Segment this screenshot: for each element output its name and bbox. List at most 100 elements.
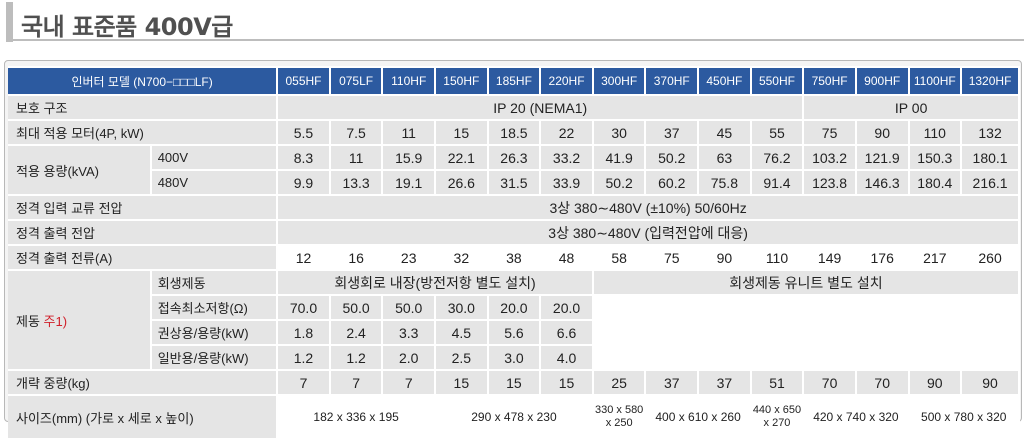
weight-value: 7 <box>383 371 437 396</box>
braking-value: 4.5 <box>436 321 489 346</box>
motor-value: 75 <box>804 121 857 146</box>
model-header: 185HF <box>488 66 542 96</box>
capacity-value: 33.2 <box>541 146 594 171</box>
capacity-value: 11 <box>330 146 384 171</box>
capacity-value: 103.2 <box>804 146 857 171</box>
motor-value: 110 <box>909 121 963 146</box>
capacity-voltage: 480V <box>151 171 279 196</box>
braking-value: 2.4 <box>330 321 384 346</box>
weight-value: 15 <box>541 371 594 396</box>
braking-sub-label: 일반용/용량(kW) <box>151 346 279 371</box>
model-header: 055HF <box>278 66 331 96</box>
current-value: 32 <box>436 246 489 271</box>
weight-value: 15 <box>488 371 542 396</box>
motor-row: 최대 적용 모터(4P, kW) 5.5 7.5 11 15 18.5 22 3… <box>8 121 1020 146</box>
spec-table: 인버터 모델 (N700−□□□LF) 055HF 075LF 110HF 15… <box>8 66 1020 440</box>
braking-sub-label: 회생제동 <box>151 271 279 296</box>
capacity-value: 60.2 <box>646 171 700 196</box>
braking-value: 6.6 <box>541 321 594 346</box>
braking-value: 20.0 <box>541 296 594 321</box>
weight-value: 7 <box>330 371 384 396</box>
capacity-value: 75.8 <box>699 171 752 196</box>
capacity-value: 41.9 <box>593 146 647 171</box>
braking-value: 50.0 <box>383 296 437 321</box>
capacity-value: 180.1 <box>962 146 1020 171</box>
capacity-value: 22.1 <box>436 146 489 171</box>
motor-value: 90 <box>856 121 910 146</box>
capacity-value: 50.2 <box>646 146 700 171</box>
weight-value: 90 <box>909 371 963 396</box>
capacity-value: 123.8 <box>804 171 857 196</box>
row-label: 적용 용량(kVA) <box>8 146 152 196</box>
capacity-value: 26.6 <box>436 171 489 196</box>
capacity-value: 26.3 <box>488 146 542 171</box>
size-value: 500 x 780 x 320 <box>909 396 1020 440</box>
motor-value: 45 <box>699 121 752 146</box>
weight-value: 7 <box>278 371 331 396</box>
weight-value: 70 <box>804 371 857 396</box>
model-header: 150HF <box>436 66 489 96</box>
capacity-value: 19.1 <box>383 171 437 196</box>
size-value: 182 x 336 x 195 <box>278 396 437 440</box>
weight-value: 70 <box>856 371 910 396</box>
braking-value: 30.0 <box>436 296 489 321</box>
capacity-value: 15.9 <box>383 146 437 171</box>
capacity-value: 50.2 <box>593 171 647 196</box>
title-rule <box>6 39 1024 41</box>
protection-group2: IP 00 <box>804 96 1020 121</box>
motor-value: 7.5 <box>330 121 384 146</box>
braking-label-text: 제동 <box>16 313 44 329</box>
current-value: 176 <box>856 246 910 271</box>
capacity-value: 91.4 <box>751 171 805 196</box>
size-value: 420 x 740 x 320 <box>804 396 910 440</box>
capacity-row-400v: 적용 용량(kVA) 400V 8.3 11 15.9 22.1 26.3 33… <box>8 146 1020 196</box>
braking-resistance-row: 접속최소저항(Ω) 70.0 50.0 50.0 30.0 20.0 20.0 <box>8 296 1020 371</box>
motor-value: 30 <box>593 121 647 146</box>
current-value: 48 <box>541 246 594 271</box>
size-row: 사이즈(mm) (가로 x 세로 x 높이) 182 x 336 x 195 2… <box>8 396 1020 440</box>
capacity-voltage: 400V <box>151 146 279 171</box>
weight-value: 15 <box>436 371 489 396</box>
braking-value: 4.0 <box>541 346 594 371</box>
weight-value: 37 <box>699 371 752 396</box>
regen-group1: 회생회로 내장(방전저항 별도 설치) <box>278 271 594 296</box>
current-value: 12 <box>278 246 331 271</box>
braking-general-row: 일반용/용량(kW) 1.2 1.2 2.0 2.5 3.0 4.0 <box>8 346 1020 371</box>
current-value: 110 <box>751 246 805 271</box>
braking-regen-row: 제동 주1) 회생제동 회생회로 내장(방전저항 별도 설치) 회생제동 유니트… <box>8 271 1020 371</box>
braking-note: 주1) <box>43 313 68 329</box>
current-value: 58 <box>593 246 647 271</box>
motor-value: 18.5 <box>488 121 542 146</box>
output-voltage-value: 3상 380∼480V (입력전압에 대응) <box>278 221 1020 246</box>
weight-value: 37 <box>646 371 700 396</box>
model-header: 550HF <box>751 66 805 96</box>
weight-value: 90 <box>962 371 1020 396</box>
capacity-value: 121.9 <box>856 146 910 171</box>
braking-value: 1.2 <box>278 346 331 371</box>
current-value: 217 <box>909 246 963 271</box>
row-label: 정격 출력 전류(A) <box>8 246 279 271</box>
braking-value: 3.3 <box>383 321 437 346</box>
weight-value: 51 <box>751 371 805 396</box>
header-row: 인버터 모델 (N700−□□□LF) 055HF 075LF 110HF 15… <box>8 66 1020 96</box>
capacity-value: 216.1 <box>962 171 1020 196</box>
protection-group1: IP 20 (NEMA1) <box>278 96 805 121</box>
braking-value: 1.8 <box>278 321 331 346</box>
model-header: 220HF <box>541 66 594 96</box>
capacity-value: 150.3 <box>909 146 963 171</box>
size-value: 440 x 650 x 270 <box>751 396 805 440</box>
capacity-value: 146.3 <box>856 171 910 196</box>
capacity-value: 33.9 <box>541 171 594 196</box>
braking-value: 2.5 <box>436 346 489 371</box>
motor-value: 22 <box>541 121 594 146</box>
size-value: 330 x 580 x 250 <box>593 396 647 440</box>
model-header: 075LF <box>330 66 384 96</box>
input-voltage-value: 3상 380∼480V (±10%) 50/60Hz <box>278 196 1020 221</box>
row-label: 사이즈(mm) (가로 x 세로 x 높이) <box>8 396 279 440</box>
capacity-value: 63 <box>699 146 752 171</box>
current-value: 260 <box>962 246 1020 271</box>
capacity-value: 76.2 <box>751 146 805 171</box>
model-header: 1100HF <box>909 66 963 96</box>
output-current-row: 정격 출력 전류(A) 12 16 23 32 38 48 58 75 90 1… <box>8 246 1020 271</box>
current-value: 38 <box>488 246 542 271</box>
